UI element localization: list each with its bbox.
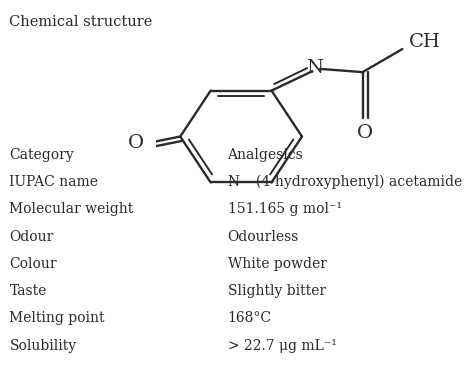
Text: Taste: Taste: [9, 284, 47, 298]
Text: White powder: White powder: [228, 257, 327, 271]
Text: O: O: [128, 134, 145, 152]
Text: 168°C: 168°C: [228, 311, 272, 325]
Text: Molecular weight: Molecular weight: [9, 202, 134, 216]
Text: N – (4-hydroxyphenyl) acetamide: N – (4-hydroxyphenyl) acetamide: [228, 175, 462, 189]
Text: Analgesics: Analgesics: [228, 148, 303, 162]
Text: Category: Category: [9, 148, 74, 162]
Text: Odour: Odour: [9, 230, 54, 244]
Text: Solubility: Solubility: [9, 339, 77, 353]
Text: Chemical structure: Chemical structure: [9, 15, 153, 29]
Text: > 22.7 μg mL⁻¹: > 22.7 μg mL⁻¹: [228, 339, 336, 353]
Text: CH: CH: [409, 33, 441, 51]
Text: Odourless: Odourless: [228, 230, 299, 244]
Text: O: O: [357, 124, 374, 142]
Text: Colour: Colour: [9, 257, 57, 271]
Text: Melting point: Melting point: [9, 311, 105, 325]
Text: IUPAC name: IUPAC name: [9, 175, 99, 189]
Text: 151.165 g mol⁻¹: 151.165 g mol⁻¹: [228, 202, 341, 216]
Text: Slightly bitter: Slightly bitter: [228, 284, 326, 298]
Text: N: N: [307, 59, 323, 76]
